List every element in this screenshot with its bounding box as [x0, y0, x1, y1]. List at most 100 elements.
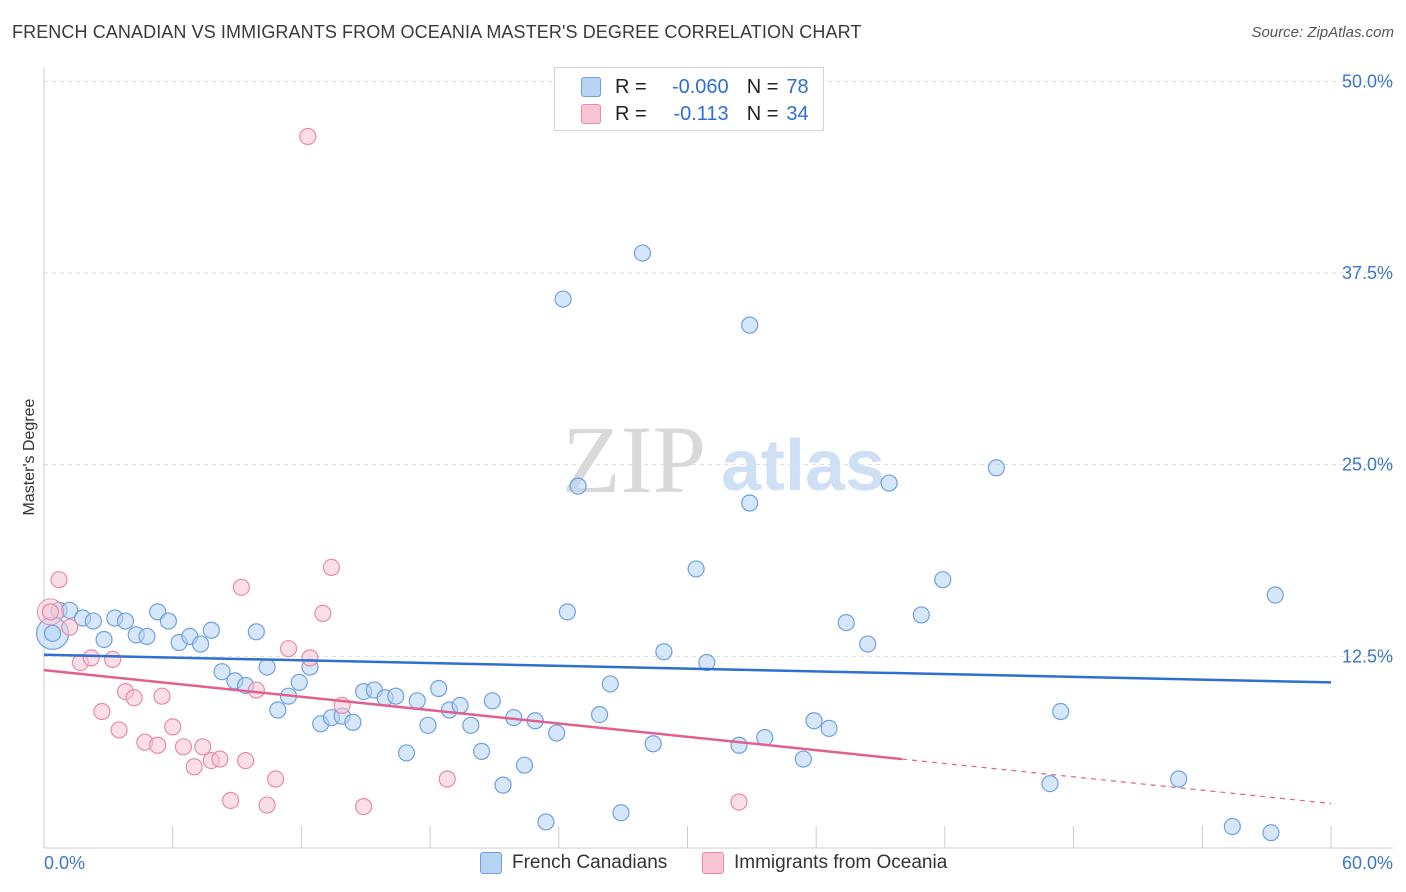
y-tick-label: 12.5%: [1342, 646, 1393, 666]
bottom-legend-label: French Canadians: [512, 852, 668, 873]
french-canadians-point: [590, 705, 609, 724]
french-canadians-point: [837, 613, 855, 632]
oceania-point: [258, 796, 276, 814]
french-canadians-point: [1041, 774, 1059, 793]
bottom-legend-swatch-pink: [702, 852, 724, 874]
french-canadians-point: [1262, 824, 1280, 842]
x-tick-min: 0.0%: [44, 853, 85, 873]
french-canadians-point: [462, 716, 480, 734]
french-canadians-point: [644, 735, 662, 753]
french-canadians-point: [269, 701, 287, 719]
axes: [43, 68, 1393, 849]
french-canadians-point: [805, 712, 823, 730]
french-canadians-point: [387, 687, 405, 705]
oceania-point: [104, 650, 122, 669]
french-canadians-point: [43, 624, 62, 642]
oceania-point: [232, 578, 250, 596]
french-canadians-point: [730, 736, 748, 754]
bottom-legend-label: Immigrants from Oceania: [734, 852, 948, 873]
french-canadians-point: [258, 658, 276, 676]
french-canadians-point: [655, 643, 673, 661]
french-canadians-point: [537, 813, 555, 831]
watermark-atlas: atlas: [721, 426, 885, 506]
legend-r-value: -0.060: [671, 75, 729, 98]
oceania-point: [41, 603, 60, 621]
oceania-point: [211, 750, 229, 768]
trend-lines: [43, 653, 1332, 805]
x-tick-max: 60.0%: [1342, 853, 1393, 873]
french-canadians-point: [247, 623, 265, 641]
french-canadians-points: [35, 244, 1284, 842]
gridlines: [44, 80, 1393, 657]
french-canadians-point: [116, 612, 135, 630]
french-canadians-point: [1266, 586, 1284, 604]
oceania-point: [222, 791, 240, 810]
oceania-point: [301, 649, 319, 667]
oceania-point: [438, 770, 456, 788]
french-canadians-point: [934, 571, 952, 589]
french-canadians-point: [558, 603, 576, 621]
y-tick-labels: 12.5% 25.0% 37.5% 50.0%: [1342, 71, 1393, 666]
oceania-point: [125, 689, 143, 707]
french-canadians-point: [687, 560, 705, 578]
french-canadians-point: [202, 621, 220, 639]
bottom-legend-oceania[interactable]: Immigrants from Oceania: [702, 852, 947, 874]
french-canadians-point: [397, 744, 416, 762]
oceania-point: [730, 793, 748, 811]
legend-swatch-blue: [581, 77, 601, 97]
oceania-point: [82, 649, 100, 667]
french-canadians-point: [741, 316, 759, 334]
y-tick-label: 50.0%: [1342, 71, 1393, 91]
french-canadians-point: [213, 663, 231, 681]
legend-r-label: R =: [615, 102, 647, 125]
legend-row-oceania: R = -0.113 N = 34: [581, 102, 809, 126]
y-tick-label: 37.5%: [1342, 263, 1393, 283]
oceania-points: [36, 127, 748, 816]
french-canadians-point: [419, 716, 437, 734]
french-canadians-point: [408, 692, 426, 710]
french-canadians-point: [159, 612, 178, 630]
oceania-point: [61, 618, 79, 636]
french-canadians-point: [880, 474, 898, 492]
french-canadians-point: [61, 601, 79, 619]
legend-row-french-canadians: R = -0.060 N = 78: [581, 75, 809, 99]
oceania-point: [279, 640, 298, 658]
french-canadians-point: [344, 713, 362, 731]
french-canadians-point: [987, 459, 1005, 477]
y-tick-label: 25.0%: [1342, 455, 1393, 475]
french-canadians-point: [1052, 702, 1070, 721]
bottom-legend-french-canadians[interactable]: French Canadians: [480, 852, 667, 874]
legend-n-value: 78: [786, 75, 809, 98]
french-canadians-point: [601, 675, 619, 693]
french-canadians-point: [290, 673, 308, 692]
oceania-point: [237, 751, 255, 770]
oceania-point: [174, 738, 193, 756]
french-canadians-point: [741, 494, 759, 512]
french-canadians-point: [84, 612, 102, 630]
watermark-zip: ZIP: [562, 406, 706, 513]
french-canadians-point: [1223, 817, 1241, 836]
oceania-point: [355, 797, 373, 816]
french-canadians-point: [612, 804, 630, 822]
french-canadians-point: [430, 679, 448, 698]
french-canadians-point: [191, 635, 210, 653]
french-canadians-point: [698, 653, 716, 672]
oceania-point: [267, 770, 285, 788]
legend-swatch-pink: [581, 104, 601, 124]
legend-n-label: N =: [746, 75, 779, 98]
oceania-trend-line-extension: [901, 758, 1332, 805]
oceania-point: [185, 758, 203, 776]
source-label: Source: ZipAtlas.com: [1251, 24, 1394, 41]
french-canadians-point: [451, 696, 469, 715]
oceania-point: [314, 604, 332, 623]
french-canadians-point: [569, 477, 587, 495]
bottom-legend-swatch-blue: [480, 852, 502, 874]
oceania-point: [322, 558, 341, 577]
french-canadians-point: [794, 750, 812, 768]
french-canadians-point: [483, 692, 501, 710]
french-canadians-point: [95, 630, 113, 649]
correlation-legend: R = -0.060 N = 78 R = -0.113 N = 34: [554, 67, 824, 131]
legend-n-label: N =: [746, 102, 779, 125]
oceania-trend-line: [43, 668, 903, 761]
